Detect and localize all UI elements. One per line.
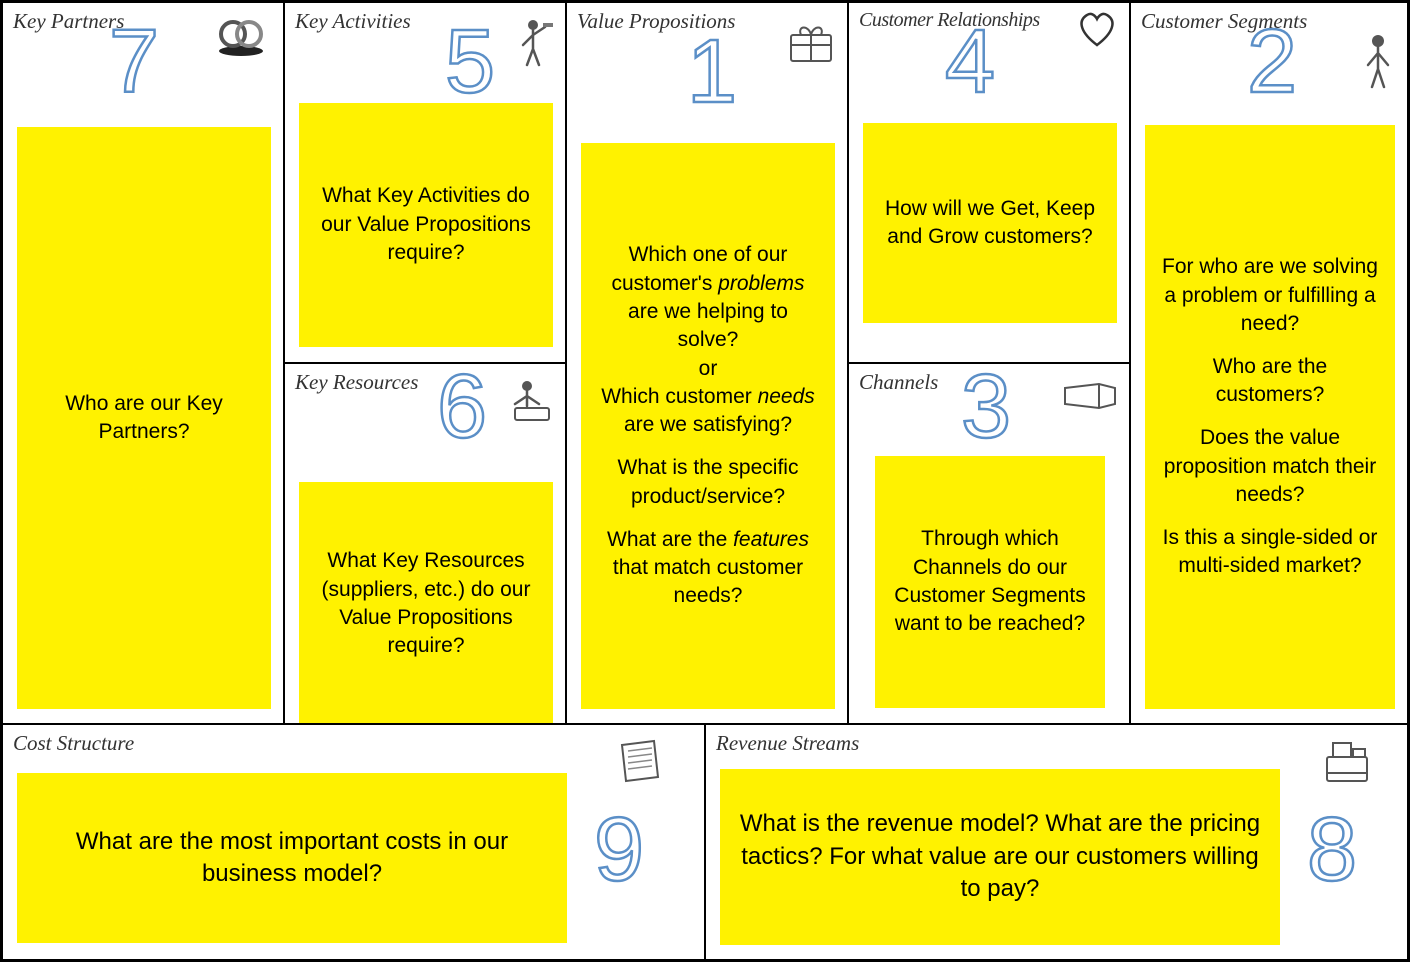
cell-key-activities: Key Activities 5 What Key Activities do … [284,2,566,363]
cell-channels: Channels 3 Through which Channels do our… [848,363,1130,724]
number-cost-structure: 9 [594,805,644,895]
title-customer-relationships: Customer Relationships [859,9,1040,32]
sticky-revenue-streams: What is the revenue model? What are the … [720,769,1280,945]
sticky-text-customer-segments: For who are we solving a problem or fulf… [1159,253,1381,581]
sticky-text-key-partners: Who are our Key Partners? [31,390,257,447]
resources-icon [509,378,555,424]
sticky-key-resources: What Key Resources (suppliers, etc.) do … [299,482,553,724]
title-channels: Channels [859,370,938,395]
title-value-propositions: Value Propositions [577,9,735,34]
cell-key-resources: Key Resources 6 What Key Resources (supp… [284,363,566,724]
sticky-cost-structure: What are the most important costs in our… [17,773,567,943]
sticky-text-key-activities: What Key Activities do our Value Proposi… [313,182,539,267]
cell-revenue-streams: Revenue Streams 8 What is the revenue mo… [705,724,1408,960]
sticky-key-partners: Who are our Key Partners? [17,127,271,709]
sticky-channels: Through which Channels do our Customer S… [875,456,1105,708]
cell-key-partners: Key Partners 7 Who are our Key Partners? [2,2,284,724]
sticky-text-value-propositions: Which one of our customer's problems are… [595,241,821,611]
number-value-propositions: 1 [687,27,737,117]
sticky-text-channels: Through which Channels do our Customer S… [889,525,1091,638]
person-icon [1363,33,1393,89]
title-revenue-streams: Revenue Streams [716,731,859,756]
link-rings-icon [211,17,271,57]
number-key-resources: 6 [437,363,487,452]
sticky-value-propositions: Which one of our customer's problems are… [581,143,835,709]
sticky-text-cost-structure: What are the most important costs in our… [31,826,553,891]
business-model-canvas: Key Partners 7 Who are our Key Partners?… [0,0,1410,962]
gift-icon [787,23,835,65]
sticky-customer-segments: For who are we solving a problem or fulf… [1145,125,1395,709]
heart-icon [1075,9,1119,49]
cell-customer-relationships: Customer Relationships 4 How will we Get… [848,2,1130,363]
cell-customer-segments: Customer Segments 2 For who are we solvi… [1130,2,1408,724]
sticky-customer-relationships: How will we Get, Keep and Grow customers… [863,123,1117,323]
number-key-activities: 5 [445,17,495,107]
worker-icon [515,17,555,67]
cell-value-propositions: Value Propositions 1 Which one of our cu… [566,2,848,724]
number-channels: 3 [961,363,1011,452]
sticky-text-customer-relationships: How will we Get, Keep and Grow customers… [877,195,1103,252]
cell-cost-structure: Cost Structure 9 What are the most impor… [2,724,705,960]
sticky-text-revenue-streams: What is the revenue model? What are the … [734,808,1266,905]
title-key-resources: Key Resources [295,370,418,395]
truck-icon [1061,378,1119,414]
title-customer-segments: Customer Segments [1141,9,1307,34]
number-revenue-streams: 8 [1307,805,1357,895]
title-cost-structure: Cost Structure [13,731,134,756]
sticky-key-activities: What Key Activities do our Value Proposi… [299,103,553,347]
title-key-partners: Key Partners [13,9,124,34]
register-icon [1319,735,1375,787]
paper-icon [612,739,664,785]
sticky-text-key-resources: What Key Resources (suppliers, etc.) do … [313,547,539,660]
title-key-activities: Key Activities [295,9,411,34]
